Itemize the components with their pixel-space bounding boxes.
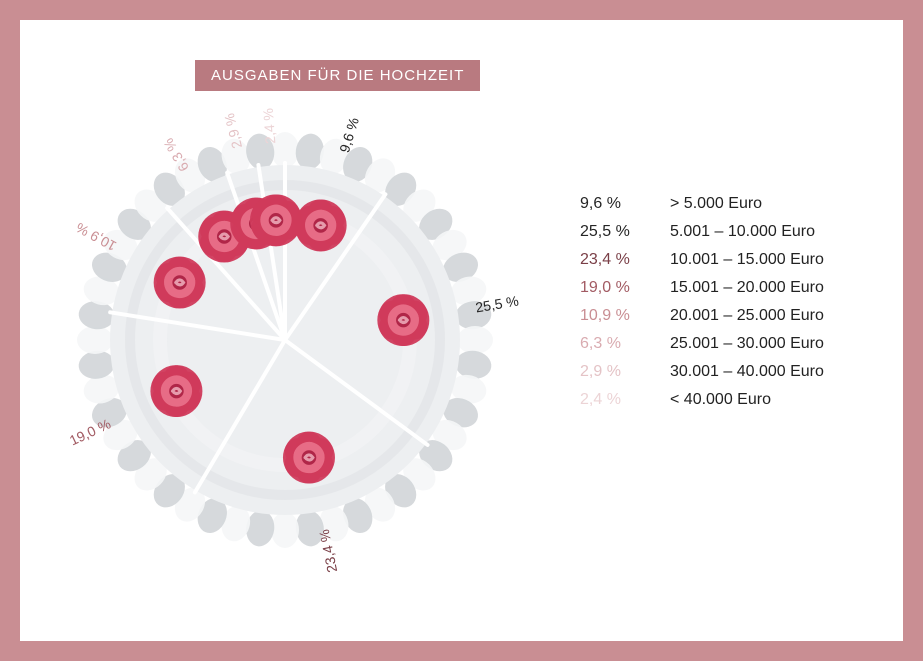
legend-row: 2,4 % < 40.000 Euro [580, 386, 824, 414]
legend-pct: 2,4 % [580, 386, 650, 414]
pie-cake-container: 9,6 %25,5 %23,4 %19,0 %10,9 %6,3 %2,9 %2… [75, 130, 495, 550]
infographic-frame: AUSGABEN FÜR DIE HOCHZEIT 9,6 %25,5 %23,… [20, 20, 903, 641]
legend-pct: 2,9 % [580, 358, 650, 386]
slice-label: 2,4 % [259, 107, 278, 144]
legend-pct: 25,5 % [580, 218, 650, 246]
chart-title: AUSGABEN FÜR DIE HOCHZEIT [195, 60, 480, 91]
legend-range: 20.001 – 25.000 Euro [670, 302, 824, 330]
legend-row: 9,6 % > 5.000 Euro [580, 190, 824, 218]
legend-pct: 6,3 % [580, 330, 650, 358]
legend-pct: 9,6 % [580, 190, 650, 218]
legend-row: 19,0 % 15.001 – 20.000 Euro [580, 274, 824, 302]
legend-range: 10.001 – 15.000 Euro [670, 246, 824, 274]
legend-pct: 10,9 % [580, 302, 650, 330]
legend: 9,6 % > 5.000 Euro 25,5 % 5.001 – 10.000 Eu… [580, 190, 824, 414]
legend-row: 25,5 % 5.001 – 10.000 Euro [580, 218, 824, 246]
legend-pct: 19,0 % [580, 274, 650, 302]
legend-range: 25.001 – 30.000 Euro [670, 330, 824, 358]
legend-range: > 5.000 Euro [670, 190, 762, 218]
legend-pct: 23,4 % [580, 246, 650, 274]
legend-row: 10,9 % 20.001 – 25.000 Euro [580, 302, 824, 330]
legend-range: 15.001 – 20.000 Euro [670, 274, 824, 302]
legend-range: 30.001 – 40.000 Euro [670, 358, 824, 386]
legend-range: 5.001 – 10.000 Euro [670, 218, 815, 246]
legend-row: 2,9 % 30.001 – 40.000 Euro [580, 358, 824, 386]
legend-range: < 40.000 Euro [670, 386, 771, 414]
legend-row: 23,4 % 10.001 – 15.000 Euro [580, 246, 824, 274]
pie-cake-svg [75, 130, 495, 550]
legend-row: 6,3 % 25.001 – 30.000 Euro [580, 330, 824, 358]
